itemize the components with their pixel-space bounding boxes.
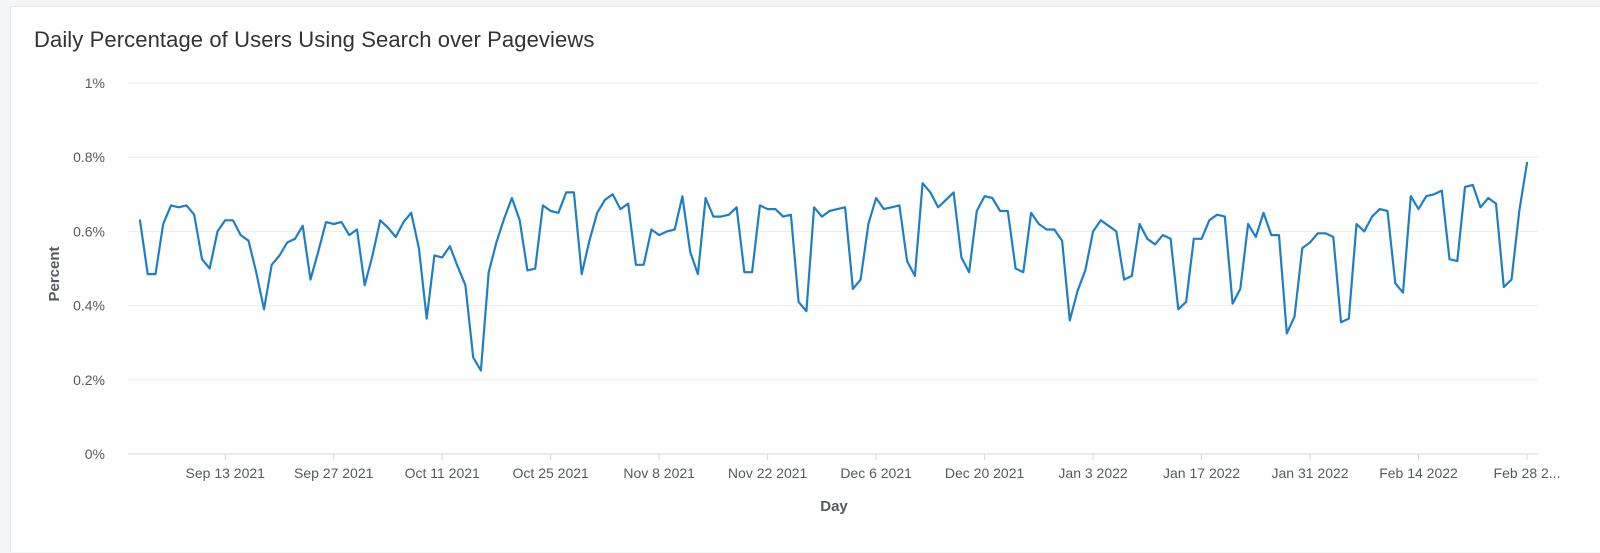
x-tick-label: Feb 28 2... <box>1494 465 1561 481</box>
y-tick-label: 0.6% <box>73 223 105 239</box>
x-tick-label: Oct 25 2021 <box>513 465 589 481</box>
x-tick-label: Sep 13 2021 <box>186 465 266 481</box>
chart-card: Daily Percentage of Users Using Search o… <box>10 6 1600 552</box>
series-line <box>138 161 1529 372</box>
x-tick-label: Oct 11 2021 <box>405 465 480 481</box>
x-axis-title: Day <box>820 498 848 515</box>
chart-title: Daily Percentage of Users Using Search o… <box>34 27 595 52</box>
x-tick-label: Nov 22 2021 <box>728 465 808 481</box>
y-tick-label: 0.4% <box>73 298 105 314</box>
y-tick-label: 0.2% <box>73 372 105 388</box>
y-tick-label: 1% <box>85 75 105 91</box>
x-tick-label: Nov 8 2021 <box>623 465 695 481</box>
x-tick-label: Dec 6 2021 <box>840 465 912 481</box>
x-tick-labels: Sep 13 2021 Sep 27 2021 Oct 11 2021 Oct 25 … <box>186 465 1561 481</box>
y-axis-title: Percent <box>46 246 63 301</box>
x-tick-label: Feb 14 2022 <box>1379 465 1458 481</box>
x-axis <box>224 454 1528 460</box>
x-tick-label: Dec 20 2021 <box>945 465 1025 481</box>
grid-lines <box>128 82 1538 455</box>
x-tick-label: Jan 31 2022 <box>1272 465 1349 481</box>
y-tick-labels: 0% 0.2% 0.4% 0.6% 0.8% 1% <box>73 75 105 462</box>
y-tick-label: 0% <box>85 446 105 462</box>
x-tick-label: Sep 27 2021 <box>294 465 374 481</box>
line-chart: 0% 0.2% 0.4% 0.6% 0.8% 1% Sep 13 2021 Sep 27 2… <box>46 75 1561 515</box>
x-tick-label: Jan 17 2022 <box>1163 465 1240 481</box>
x-tick-label: Jan 3 2022 <box>1058 465 1127 481</box>
y-tick-label: 0.8% <box>73 149 105 165</box>
